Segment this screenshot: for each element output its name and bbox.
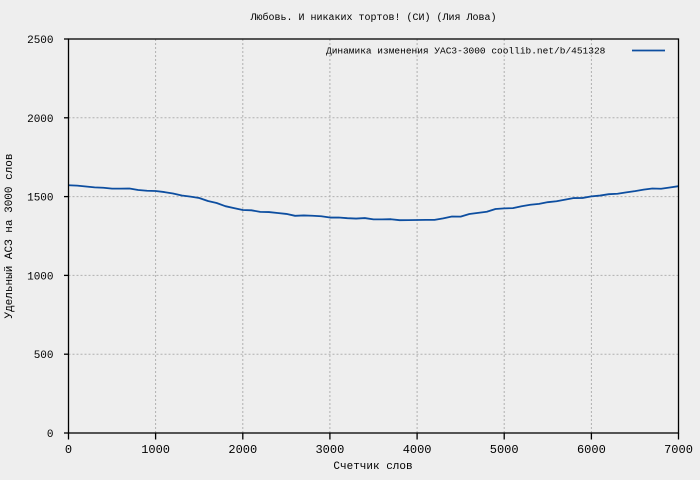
svg-text:Динамика изменения УАС3-3000: Динамика изменения УАС3-3000 coollib.net… [326,46,606,57]
svg-text:1500: 1500 [27,193,53,205]
svg-text:7000: 7000 [664,443,693,457]
svg-text:5000: 5000 [490,443,519,457]
svg-text:3000: 3000 [315,443,344,457]
svg-text:1000: 1000 [27,271,53,283]
svg-text:0: 0 [47,429,54,441]
svg-text:500: 500 [34,350,54,362]
svg-text:Счетчик слов: Счетчик слов [333,461,412,473]
svg-text:2500: 2500 [27,35,53,47]
svg-text:0: 0 [65,443,72,457]
svg-text:2000: 2000 [27,114,53,126]
svg-text:Удельный АСЗ на 3000 слов: Удельный АСЗ на 3000 слов [4,153,16,318]
svg-text:2000: 2000 [228,443,257,457]
svg-text:1000: 1000 [141,443,170,457]
svg-text:4000: 4000 [403,443,432,457]
svg-text:6000: 6000 [577,443,606,457]
